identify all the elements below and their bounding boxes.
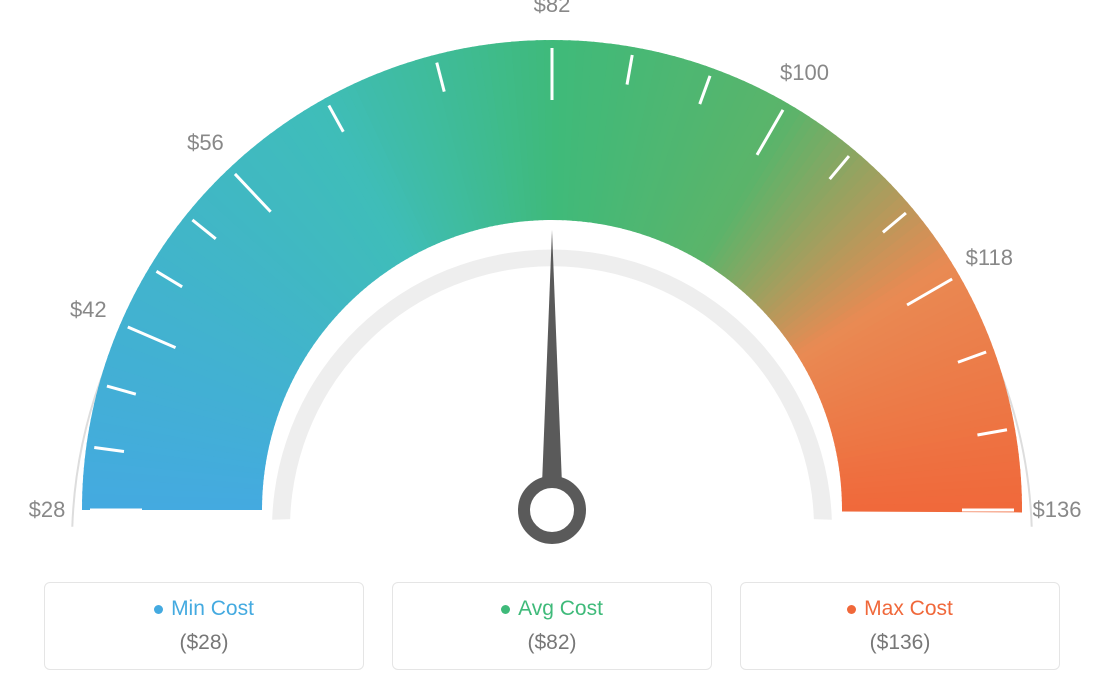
tick-label: $100 xyxy=(780,60,829,86)
legend-label-max: Max Cost xyxy=(864,597,953,621)
legend-value-min: ($28) xyxy=(55,631,353,655)
legend-title-max: Max Cost xyxy=(751,597,1049,621)
tick-label: $28 xyxy=(29,497,66,523)
legend-card-max: Max Cost ($136) xyxy=(740,582,1060,670)
legend-label-min: Min Cost xyxy=(171,597,254,621)
legend-row: Min Cost ($28) Avg Cost ($82) Max Cost (… xyxy=(0,582,1104,670)
tick-label: $118 xyxy=(966,245,1013,271)
dot-avg xyxy=(501,605,510,614)
legend-value-max: ($136) xyxy=(751,631,1049,655)
tick-label: $82 xyxy=(534,0,571,18)
legend-value-avg: ($82) xyxy=(403,631,701,655)
legend-card-avg: Avg Cost ($82) xyxy=(392,582,712,670)
tick-label: $56 xyxy=(187,130,224,156)
legend-label-avg: Avg Cost xyxy=(518,597,603,621)
legend-title-avg: Avg Cost xyxy=(403,597,701,621)
legend-card-min: Min Cost ($28) xyxy=(44,582,364,670)
legend-title-min: Min Cost xyxy=(55,597,353,621)
tick-label: $136 xyxy=(1033,497,1082,523)
tick-label: $42 xyxy=(70,297,107,323)
dot-max xyxy=(847,605,856,614)
dot-min xyxy=(154,605,163,614)
gauge-area: $28 $42 $56 $82 $100 $118 $136 xyxy=(0,0,1104,560)
cost-gauge-chart: $28 $42 $56 $82 $100 $118 $136 Min Cost ($28) … xyxy=(0,0,1104,690)
gauge-svg xyxy=(0,0,1104,560)
